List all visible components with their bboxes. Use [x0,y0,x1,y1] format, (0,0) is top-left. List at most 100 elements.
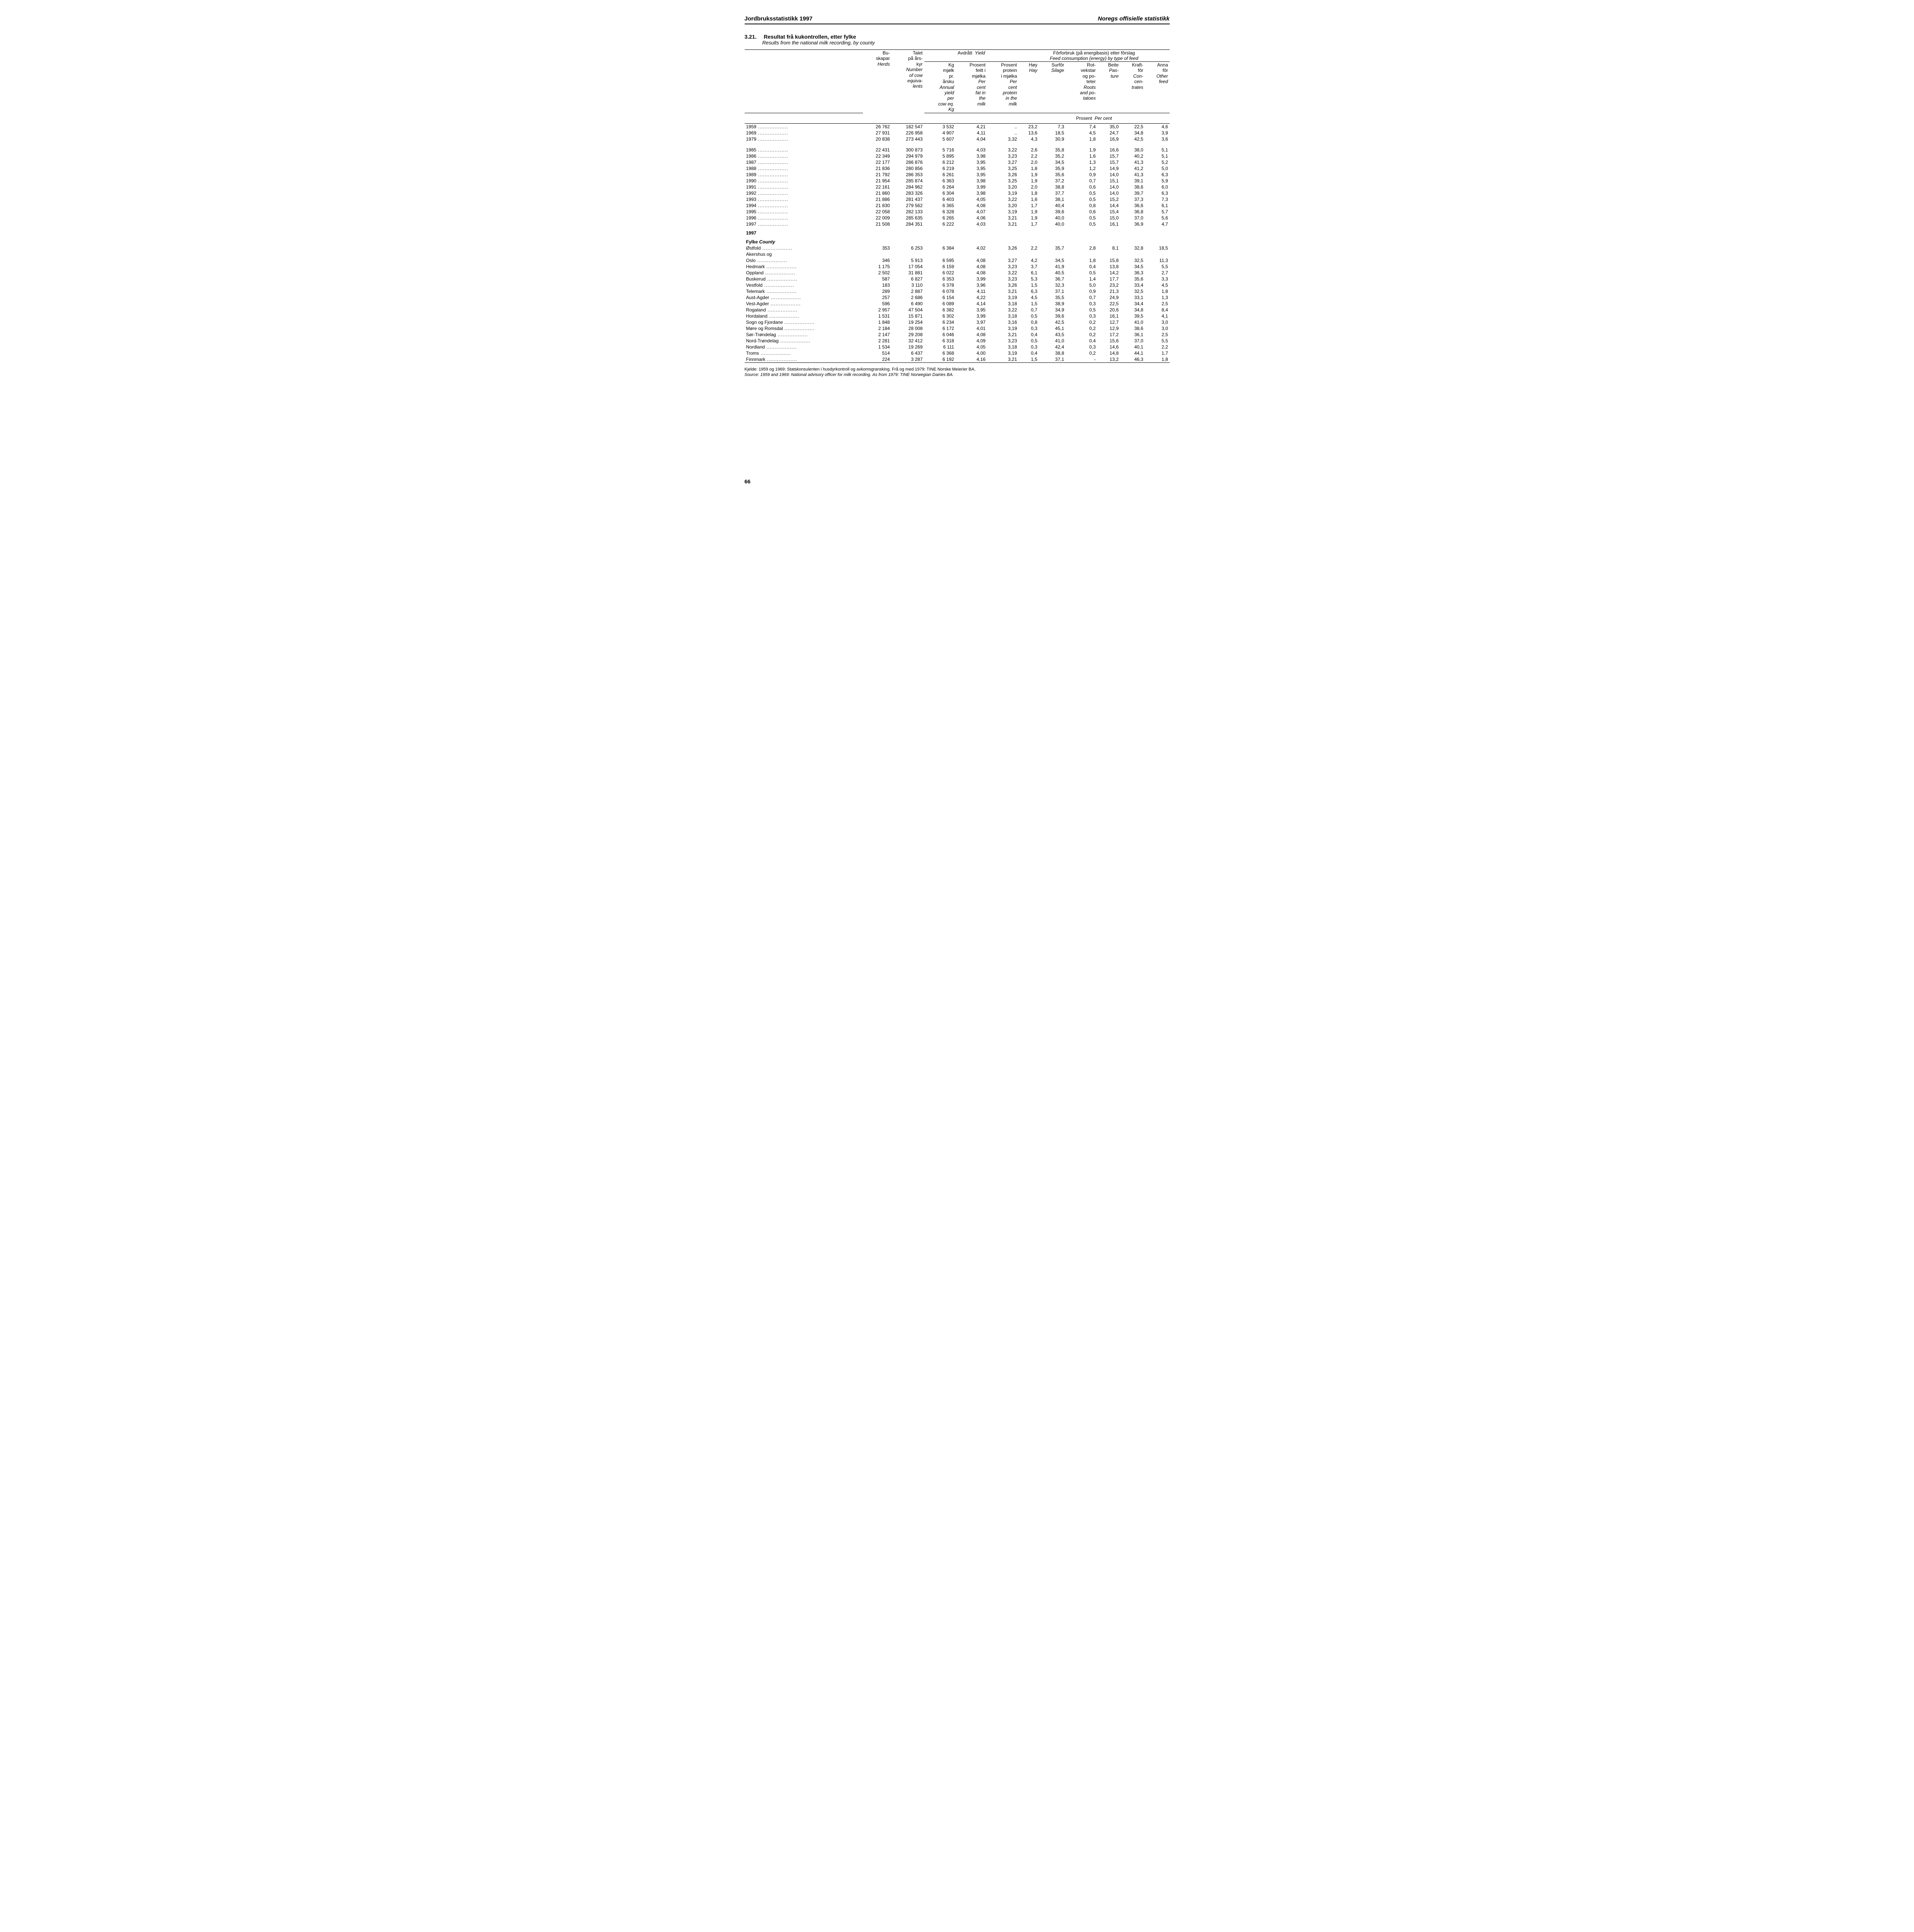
cell: 37,2 [1039,178,1065,184]
cell: 14,8 [1097,350,1120,356]
cell: 35,7 [1039,245,1065,251]
row-label: Nord-Trøndelag [745,338,863,344]
cell: 24,9 [1097,294,1120,301]
cell: 44,1 [1120,350,1145,356]
cell: 35,9 [1039,165,1065,172]
cell: 45,1 [1039,325,1065,332]
cell: 2,0 [1019,159,1039,165]
table-row: Vest-Agder5966 4906 0894,143,181,538,90,… [745,301,1170,307]
cell: 2,2 [1019,245,1039,251]
cell: 1,6 [1066,153,1097,159]
cell: 0,4 [1019,332,1039,338]
table-row: 198821 836280 8566 2193,953,251,835,91,2… [745,165,1170,172]
cell: 36,6 [1120,202,1145,209]
cell: 289 [863,288,891,294]
cell: 5,5 [1145,338,1170,344]
col-hay: HøyHay [1019,62,1039,113]
cell: 37,3 [1120,196,1145,202]
cell: 3,20 [987,184,1018,190]
cell: 0,5 [1019,338,1039,344]
cell: 4,21 [956,123,987,130]
row-label: 1969 [745,130,863,136]
table-row: Troms5146 4376 3684,003,190,438,80,214,8… [745,350,1170,356]
cell: 35,5 [1039,294,1065,301]
cell: 1,9 [1019,215,1039,221]
cell: 0,5 [1066,270,1097,276]
cell: 1,7 [1019,221,1039,227]
cell: 29 208 [891,332,924,338]
cell: 3,21 [987,288,1018,294]
cell: 6 384 [924,245,956,251]
cell: 46,3 [1120,356,1145,363]
cell: 2,0 [1019,184,1039,190]
cell: 2 957 [863,307,891,313]
cell: 22 431 [863,147,891,153]
cell: 35,0 [1097,123,1120,130]
cell: 3,99 [956,184,987,190]
cell: 35,6 [1120,276,1145,282]
cell: 224 [863,356,891,363]
row-label: 1990 [745,178,863,184]
cell: 6 154 [924,294,956,301]
cell: 35,2 [1039,153,1065,159]
col-protein: Prosentproteini mjølkaPercentproteinin t… [987,62,1018,113]
header-left: Jordbruksstatistikk 1997 [745,15,813,22]
cell: 1,7 [1019,202,1039,209]
cell: 15,2 [1097,196,1120,202]
cell: 6 046 [924,332,956,338]
cell: 0,2 [1066,332,1097,338]
table-row: Akershus og [745,251,1170,257]
cell: 1,6 [1019,196,1039,202]
cell: 1 175 [863,264,891,270]
cell: 6 403 [924,196,956,202]
cell: 6 595 [924,257,956,264]
cell: 36,7 [1039,276,1065,282]
cell: 4,03 [956,147,987,153]
cell: .. [987,123,1018,130]
cell: 2,2 [1019,153,1039,159]
row-label: 1985 [745,147,863,153]
cell: 4,08 [956,202,987,209]
row-label: 1987 [745,159,863,165]
cell: 34,8 [1120,307,1145,313]
row-label: Hordaland [745,313,863,319]
cell: 39,6 [1039,313,1065,319]
cell: 6 261 [924,172,956,178]
county-year: 1997 [745,227,1170,236]
cell: 0,4 [1066,338,1097,344]
cell: 15,1 [1097,178,1120,184]
cell: 15,7 [1097,159,1120,165]
cell: 21 508 [863,221,891,227]
cell: 0,3 [1019,325,1039,332]
cell: 34,5 [1120,264,1145,270]
table-title-text: Resultat frå kukontrollen, etter fylke [764,34,856,40]
table-row: 199221 860283 3266 3043,983,191,837,70,5… [745,190,1170,196]
cell: 6 192 [924,356,956,363]
cell: 42,5 [1039,319,1065,325]
cell: 36,8 [1120,209,1145,215]
cell: 22,5 [1120,123,1145,130]
cell: 21 836 [863,165,891,172]
cell: 6 078 [924,288,956,294]
cell: 353 [863,245,891,251]
cell: 6 353 [924,276,956,282]
percent-label: Prosent Per cent [1019,113,1170,123]
cell: 14,9 [1097,165,1120,172]
table-row: 199021 954285 8746 3633,983,251,937,20,7… [745,178,1170,184]
cell: 3,98 [956,178,987,184]
cell: 2,5 [1145,301,1170,307]
cell: 6 172 [924,325,956,332]
row-label: 1989 [745,172,863,178]
cell: 6 022 [924,270,956,276]
cell: 0,2 [1066,319,1097,325]
cell: 7,3 [1145,196,1170,202]
cell: 2,5 [1145,332,1170,338]
cell: 41,0 [1120,319,1145,325]
cell: 1,8 [1066,136,1097,142]
footnote: Kjelde: 1959 og 1969: Statskonsulenten i… [745,367,1170,378]
cell: 3,16 [987,319,1018,325]
cell: 3,7 [1019,264,1039,270]
row-label: 1995 [745,209,863,215]
cell: 6 212 [924,159,956,165]
cell: 3,97 [956,319,987,325]
